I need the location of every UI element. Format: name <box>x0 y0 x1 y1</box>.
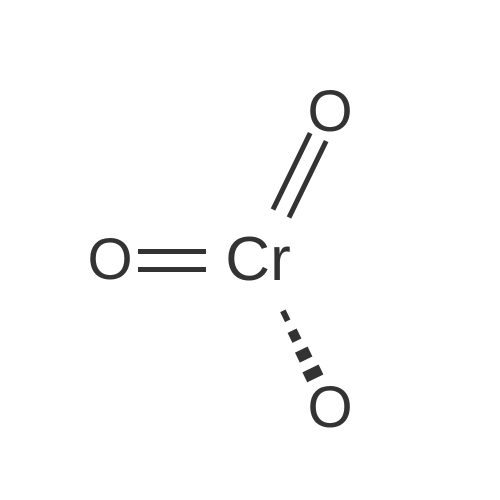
bond-line <box>287 140 328 218</box>
bond-line <box>270 132 311 210</box>
bond-line <box>138 267 206 272</box>
atom-Cr: Cr <box>225 229 290 291</box>
bond-line <box>280 310 290 323</box>
bond-line <box>295 346 312 362</box>
bond-line <box>288 328 302 342</box>
atom-O2: O <box>307 83 352 141</box>
molecule-canvas: Cr O O O <box>0 0 500 500</box>
atom-O1: O <box>87 231 132 289</box>
bond-line <box>138 249 206 254</box>
atom-O3: O <box>307 379 352 437</box>
